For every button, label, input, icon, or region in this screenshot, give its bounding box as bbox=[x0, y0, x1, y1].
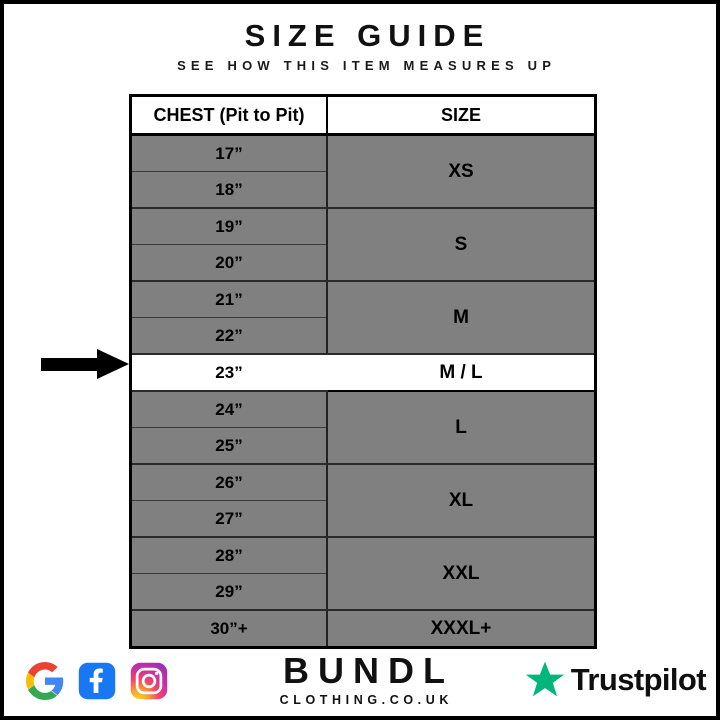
trustpilot-logo[interactable]: Trustpilot bbox=[525, 660, 707, 700]
footer: BUNDL CLOTHING.CO.UK Trustpilot bbox=[4, 644, 720, 720]
social-icons bbox=[26, 662, 168, 700]
table-row: 19” S bbox=[132, 208, 594, 282]
facebook-icon[interactable] bbox=[78, 662, 116, 700]
table-row: 20” bbox=[132, 244, 594, 282]
arrow-shaft bbox=[41, 358, 99, 371]
chest-value: 27” bbox=[132, 500, 328, 538]
chest-value: 19” bbox=[132, 208, 328, 245]
trustpilot-label: Trustpilot bbox=[570, 662, 707, 697]
brand-name: BUNDL bbox=[283, 650, 454, 691]
page-title: SIZE GUIDE bbox=[244, 18, 491, 53]
arrow-head bbox=[97, 349, 129, 379]
chest-value: 30”+ bbox=[132, 610, 328, 646]
table-row: 18” bbox=[132, 171, 594, 209]
table-row: 27” bbox=[132, 500, 594, 538]
table-row: 30”+ XXXL+ bbox=[132, 610, 594, 646]
size-value: XS bbox=[327, 134, 594, 209]
chest-value-highlighted: 23” bbox=[132, 353, 328, 392]
chest-value: 22” bbox=[132, 317, 328, 355]
table-row: 21” M bbox=[132, 281, 594, 355]
size-value: XXXL+ bbox=[327, 610, 594, 646]
star-icon bbox=[525, 660, 565, 700]
size-table-body: 17” XS 18” 19” S 20” 21” M 2 bbox=[132, 134, 594, 646]
table-row: 25” bbox=[132, 427, 594, 465]
chest-value: 17” bbox=[132, 134, 328, 172]
brand-website: CLOTHING.CO.UK bbox=[279, 692, 453, 707]
table-row: 22” bbox=[132, 317, 594, 355]
table-row: 24” L bbox=[132, 391, 594, 465]
page-subtitle: SEE HOW THIS ITEM MEASURES UP bbox=[177, 58, 557, 73]
size-value-highlighted: M / L bbox=[327, 353, 594, 392]
table-row-highlighted: 23” M / L bbox=[132, 353, 594, 392]
table-row: 26” XL bbox=[132, 464, 594, 538]
size-value: L bbox=[327, 391, 594, 465]
google-icon[interactable] bbox=[26, 662, 64, 700]
table-row: 17” XS bbox=[132, 134, 594, 209]
chest-value: 28” bbox=[132, 537, 328, 574]
chest-value: 26” bbox=[132, 464, 328, 501]
brand-logo: BUNDL CLOTHING.CO.UK bbox=[4, 652, 720, 707]
column-header-size: SIZE bbox=[327, 97, 594, 136]
right-arrow-icon bbox=[41, 349, 129, 379]
size-table: CHEST (Pit to Pit) SIZE 17” XS 18” 19” S… bbox=[132, 97, 594, 646]
chest-value: 18” bbox=[132, 171, 328, 209]
size-value: M bbox=[327, 281, 594, 355]
table-header-row: CHEST (Pit to Pit) SIZE bbox=[132, 97, 594, 136]
table-row: 29” bbox=[132, 573, 594, 611]
chest-value: 20” bbox=[132, 244, 328, 282]
chest-value: 24” bbox=[132, 391, 328, 428]
chest-value: 21” bbox=[132, 281, 328, 318]
table-row: 28” XXL bbox=[132, 537, 594, 611]
chest-value: 29” bbox=[132, 573, 328, 611]
size-value: XL bbox=[327, 464, 594, 538]
size-table-container: CHEST (Pit to Pit) SIZE 17” XS 18” 19” S… bbox=[129, 94, 597, 649]
instagram-icon[interactable] bbox=[130, 662, 168, 700]
column-header-chest: CHEST (Pit to Pit) bbox=[132, 97, 328, 136]
size-value: S bbox=[327, 208, 594, 282]
size-value: XXL bbox=[327, 537, 594, 611]
chest-value: 25” bbox=[132, 427, 328, 465]
